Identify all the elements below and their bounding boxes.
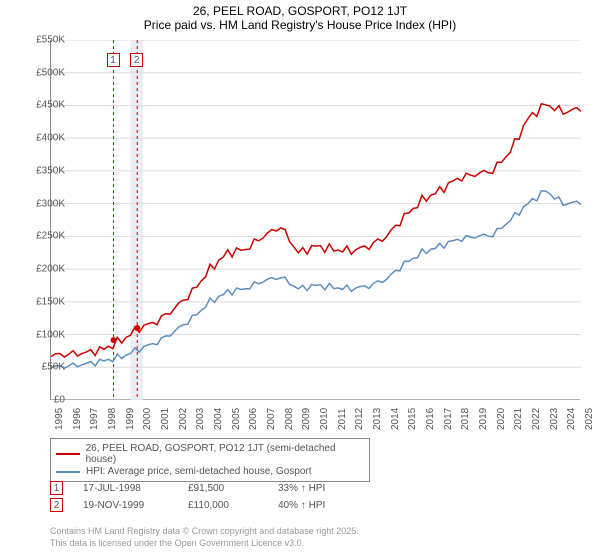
y-tick-label: £150K: [36, 296, 65, 307]
legend-item: HPI: Average price, semi-detached house,…: [56, 466, 364, 477]
y-tick-label: £500K: [36, 67, 65, 78]
x-tick-label: 2020: [496, 408, 507, 430]
chart-title: 26, PEEL ROAD, GOSPORT, PO12 1JT: [0, 0, 600, 18]
x-tick-label: 2025: [584, 408, 595, 430]
footer-line1: Contains HM Land Registry data © Crown c…: [50, 526, 359, 538]
x-tick-label: 2015: [407, 408, 418, 430]
x-tick-label: 1995: [54, 408, 65, 430]
sales-date: 19-NOV-1999: [83, 500, 188, 511]
chart-svg: [51, 40, 581, 400]
footer-line2: This data is licensed under the Open Gov…: [50, 538, 359, 550]
x-tick-label: 2010: [319, 408, 330, 430]
legend-label: HPI: Average price, semi-detached house,…: [86, 466, 312, 477]
x-tick-label: 2006: [248, 408, 259, 430]
x-tick-label: 2013: [372, 408, 383, 430]
x-tick-label: 2018: [460, 408, 471, 430]
y-tick-label: £250K: [36, 231, 65, 242]
x-tick-label: 2011: [337, 408, 348, 430]
footer-attribution: Contains HM Land Registry data © Crown c…: [50, 526, 359, 549]
x-tick-label: 1996: [72, 408, 83, 430]
x-tick-label: 1999: [125, 408, 136, 430]
sales-price: £91,500: [188, 483, 278, 494]
chart-plot-area: [50, 40, 580, 400]
y-tick-label: £50K: [42, 362, 65, 373]
y-tick-label: £100K: [36, 329, 65, 340]
sales-pct: 40% ↑ HPI: [278, 500, 378, 511]
x-tick-label: 1997: [89, 408, 100, 430]
y-tick-label: £450K: [36, 100, 65, 111]
legend-item: 26, PEEL ROAD, GOSPORT, PO12 1JT (semi-d…: [56, 443, 364, 465]
y-tick-label: £400K: [36, 133, 65, 144]
x-tick-label: 2021: [513, 408, 524, 430]
sales-price: £110,000: [188, 500, 278, 511]
x-tick-label: 2022: [531, 408, 542, 430]
y-tick-label: £350K: [36, 165, 65, 176]
y-tick-label: £0: [54, 395, 65, 406]
sales-row: 2 19-NOV-1999£110,00040% ↑ HPI: [50, 498, 378, 512]
sales-date: 17-JUL-1998: [83, 483, 188, 494]
legend-swatch: [56, 471, 80, 473]
sales-row: 1 17-JUL-1998£91,50033% ↑ HPI: [50, 481, 378, 495]
y-tick-label: £550K: [36, 35, 65, 46]
x-tick-label: 2019: [478, 408, 489, 430]
sales-pct: 33% ↑ HPI: [278, 483, 378, 494]
x-tick-label: 2005: [231, 408, 242, 430]
x-tick-label: 1998: [107, 408, 118, 430]
y-tick-label: £200K: [36, 264, 65, 275]
chart-marker-2: 2: [130, 53, 143, 67]
chart-subtitle: Price paid vs. HM Land Registry's House …: [0, 18, 600, 32]
legend: 26, PEEL ROAD, GOSPORT, PO12 1JT (semi-d…: [50, 438, 370, 482]
legend-swatch: [56, 453, 80, 455]
x-tick-label: 2004: [213, 408, 224, 430]
sales-table: 1 17-JUL-1998£91,50033% ↑ HPI 2 19-NOV-1999…: [50, 478, 378, 515]
x-tick-label: 2009: [301, 408, 312, 430]
x-tick-label: 2000: [142, 408, 153, 430]
legend-label: 26, PEEL ROAD, GOSPORT, PO12 1JT (semi-d…: [86, 443, 364, 465]
y-tick-label: £300K: [36, 198, 65, 209]
x-tick-label: 2007: [266, 408, 277, 430]
x-tick-label: 2001: [160, 408, 171, 430]
x-tick-label: 2017: [443, 408, 454, 430]
x-tick-label: 2016: [425, 408, 436, 430]
x-tick-label: 2003: [195, 408, 206, 430]
chart-marker-1: 1: [107, 53, 120, 67]
sales-marker: 2: [50, 498, 63, 512]
x-tick-label: 2012: [354, 408, 365, 430]
x-tick-label: 2023: [549, 408, 560, 430]
x-tick-label: 2008: [284, 408, 295, 430]
sales-marker: 1: [50, 481, 63, 495]
x-tick-label: 2014: [390, 408, 401, 430]
x-tick-label: 2002: [178, 408, 189, 430]
x-tick-label: 2024: [566, 408, 577, 430]
